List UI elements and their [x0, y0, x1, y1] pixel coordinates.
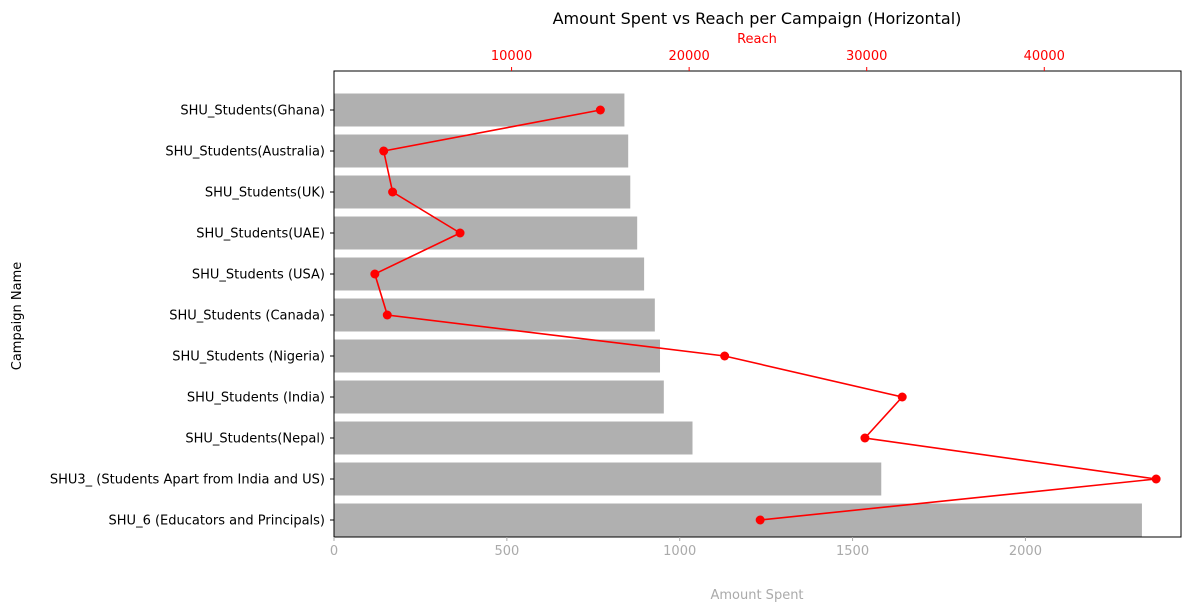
axes-layer: SHU_Students(Ghana) SHU_Students(Australi…: [50, 49, 1065, 559]
reach-point: [388, 187, 398, 197]
y-tick-label: SHU_Students(Ghana): [180, 104, 325, 119]
amount-spent-axis-label: Amount Spent: [710, 588, 803, 603]
reach-point: [382, 310, 392, 320]
x-tick-label: 500: [494, 544, 519, 559]
bar: [334, 462, 882, 496]
y-tick-label: SHU3_ (Students Apart from India and US): [50, 473, 325, 488]
bar: [334, 380, 664, 414]
bar: [334, 421, 693, 455]
reach-point: [370, 269, 380, 279]
chart-title: Amount Spent vs Reach per Campaign (Hori…: [553, 9, 962, 28]
plot-frame: [333, 70, 1182, 538]
reach-point: [595, 105, 605, 115]
reach-point: [720, 351, 730, 361]
x2-tick-label: 40000: [1024, 49, 1065, 64]
y-tick-label: SHU_Students(UAE): [196, 227, 325, 242]
y-tick-label: SHU_Students(UK): [205, 186, 325, 201]
x2-tick-label: 10000: [491, 49, 532, 64]
campaign-name-axis-label: Campaign Name: [10, 262, 25, 371]
reach-point: [1151, 474, 1161, 484]
bar: [334, 93, 625, 127]
reach-point: [755, 515, 765, 525]
reach-point: [860, 433, 870, 443]
x2-tick-label: 30000: [846, 49, 887, 64]
bars-layer: [334, 93, 1142, 537]
bar: [334, 503, 1142, 537]
bar: [334, 134, 629, 168]
bar: [334, 298, 655, 332]
reach-point: [455, 228, 465, 238]
bar: [334, 216, 638, 250]
reach-point: [897, 392, 907, 402]
reach-point: [379, 146, 389, 156]
y-tick-label: SHU_Students (Canada): [169, 309, 325, 324]
x-tick-label: 1500: [836, 544, 869, 559]
reach-line-layer: [370, 105, 1161, 525]
y-tick-label: SHU_6 (Educators and Principals): [109, 514, 325, 529]
bar: [334, 175, 631, 209]
x-tick-label: 1000: [663, 544, 696, 559]
bar: [334, 339, 661, 373]
y-tick-label: SHU_Students (India): [187, 391, 325, 406]
y-tick-label: SHU_Students(Australia): [165, 145, 325, 160]
y-tick-label: SHU_Students(Nepal): [185, 432, 325, 447]
y-tick-label: SHU_Students (Nigeria): [172, 350, 325, 365]
y-tick-label: SHU_Students (USA): [192, 268, 325, 283]
bar: [334, 257, 645, 291]
x-tick-label: 2000: [1009, 544, 1042, 559]
reach-axis-label: Reach: [737, 32, 777, 47]
x-tick-label: 0: [330, 544, 338, 559]
x2-tick-label: 20000: [668, 49, 709, 64]
